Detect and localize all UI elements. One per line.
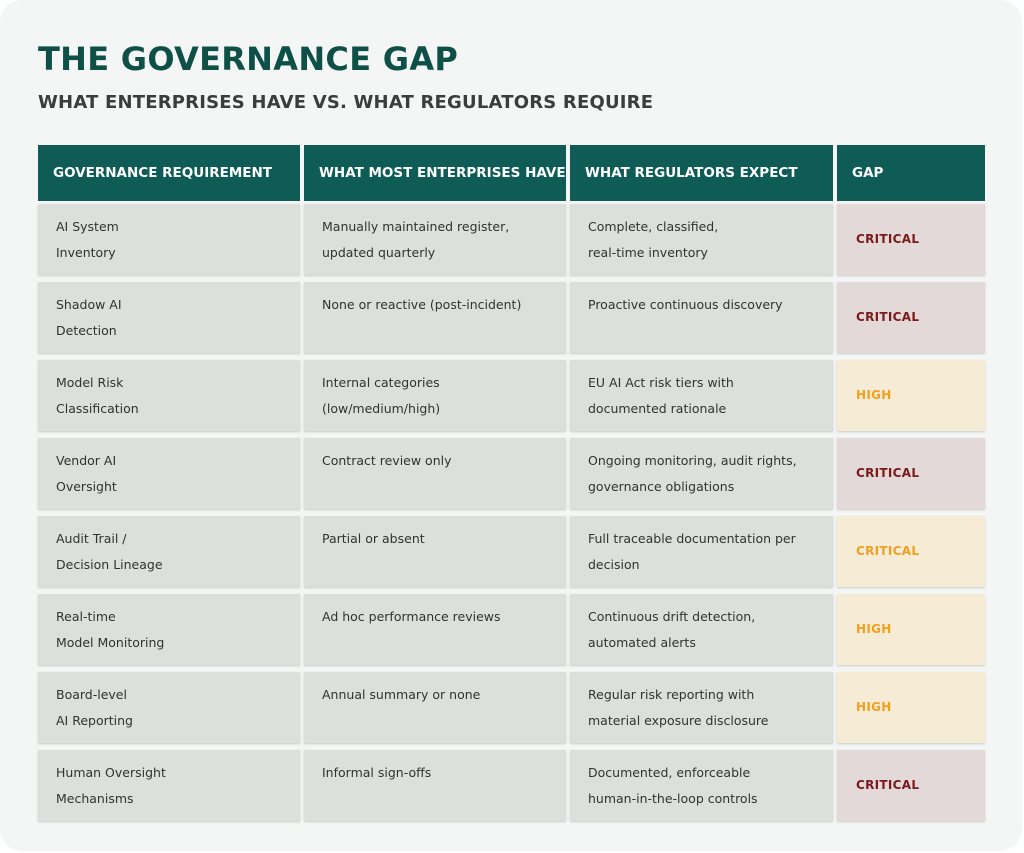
requirement-cell: Vendor AI Oversight	[38, 438, 300, 509]
regulators-expect-cell: Continuous drift detection, automated al…	[570, 594, 833, 665]
enterprises-have-cell: Contract review only	[304, 438, 566, 509]
enterprises-have-cell: Partial or absent	[304, 516, 566, 587]
regulators-expect-cell: Full traceable documentation per decisio…	[570, 516, 833, 587]
requirement-cell: AI System Inventory	[38, 204, 300, 275]
requirement-cell: Board-level AI Reporting	[38, 672, 300, 743]
requirement-cell: Real-time Model Monitoring	[38, 594, 300, 665]
header-governance-requirement: GOVERNANCE REQUIREMENT	[38, 145, 300, 201]
governance-table: GOVERNANCE REQUIREMENT WHAT MOST ENTERPR…	[38, 145, 985, 821]
enterprises-have-cell: Internal categories (low/medium/high)	[304, 360, 566, 431]
enterprises-have-cell: Annual summary or none	[304, 672, 566, 743]
enterprises-have-cell: Informal sign-offs	[304, 750, 566, 821]
gap-badge: CRITICAL	[837, 282, 985, 353]
header-enterprises-have: WHAT MOST ENTERPRISES HAVE	[304, 145, 566, 201]
enterprises-have-cell: Ad hoc performance reviews	[304, 594, 566, 665]
enterprises-have-cell: None or reactive (post-incident)	[304, 282, 566, 353]
requirement-cell: Shadow AI Detection	[38, 282, 300, 353]
gap-badge: CRITICAL	[837, 750, 985, 821]
regulators-expect-cell: Documented, enforceable human-in-the-loo…	[570, 750, 833, 821]
header-regulators-expect: WHAT REGULATORS EXPECT	[570, 145, 833, 201]
page-title: THE GOVERNANCE GAP	[38, 40, 459, 78]
regulators-expect-cell: Ongoing monitoring, audit rights, govern…	[570, 438, 833, 509]
gap-badge: CRITICAL	[837, 516, 985, 587]
requirement-cell: Model Risk Classification	[38, 360, 300, 431]
regulators-expect-cell: Complete, classified, real-time inventor…	[570, 204, 833, 275]
gap-badge: CRITICAL	[837, 438, 985, 509]
header-gap: GAP	[837, 145, 985, 201]
enterprises-have-cell: Manually maintained register, updated qu…	[304, 204, 566, 275]
regulators-expect-cell: Regular risk reporting with material exp…	[570, 672, 833, 743]
gap-badge: HIGH	[837, 594, 985, 665]
requirement-cell: Audit Trail / Decision Lineage	[38, 516, 300, 587]
regulators-expect-cell: Proactive continuous discovery	[570, 282, 833, 353]
requirement-cell: Human Oversight Mechanisms	[38, 750, 300, 821]
gap-badge: HIGH	[837, 672, 985, 743]
gap-badge: HIGH	[837, 360, 985, 431]
gap-badge: CRITICAL	[837, 204, 985, 275]
regulators-expect-cell: EU AI Act risk tiers with documented rat…	[570, 360, 833, 431]
page-subtitle: WHAT ENTERPRISES HAVE VS. WHAT REGULATOR…	[38, 92, 654, 113]
